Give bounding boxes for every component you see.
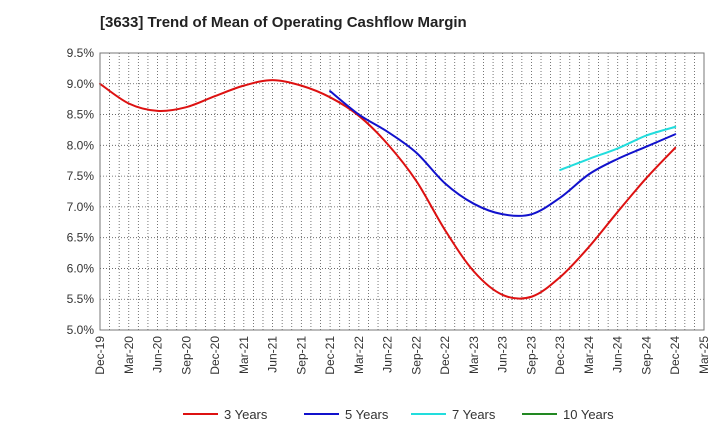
legend-label-10-years: 10 Years [563,407,614,422]
y-tick-label: 9.5% [67,46,95,60]
y-tick-label: 8.0% [67,138,95,152]
series-lines [99,79,677,300]
x-tick-label: Dec-23 [553,336,567,375]
legend-label-3-years: 3 Years [224,407,268,422]
x-tick-label: Mar-25 [697,336,711,374]
x-tick-label: Dec-21 [323,336,337,375]
x-tick-label: Sep-20 [179,336,193,375]
x-tick-label: Mar-21 [237,336,251,374]
axes: 5.0% 5.5% 6.0% 6.5% 7.0% 7.5% 8.0% 8.5% 9.0% 9.5%… [67,46,711,375]
x-tick-label: Dec-19 [93,336,107,375]
x-tick-label: Dec-22 [438,336,452,375]
x-tick-label: Mar-22 [352,336,366,374]
x-tick-label: Sep-23 [524,336,538,375]
x-tick-label: Sep-22 [409,336,423,375]
legend-label-5-years: 5 Years [345,407,389,422]
x-tick-label: Jun-24 [611,336,625,373]
plot-border [99,52,705,331]
y-tick-label: 6.0% [67,261,95,275]
legend-label-7-years: 7 Years [452,407,496,422]
x-tick-label: Dec-20 [208,336,222,375]
x-tick-label: Jun-20 [151,336,165,373]
y-tick-label: 7.5% [67,169,95,183]
chart-title: [3633] Trend of Mean of Operating Cashfl… [100,14,467,31]
x-tick-label: Mar-20 [122,336,136,374]
grid [100,52,704,331]
series-line-7-years [559,125,677,171]
y-tick-label: 9.0% [67,77,95,91]
y-tick-label: 5.5% [67,292,95,306]
series-line-3-years [99,79,677,300]
y-tick-label: 7.0% [67,200,95,214]
x-tick-label: Mar-24 [582,336,596,374]
x-tick-label: Mar-23 [467,336,481,374]
x-tick-label: Jun-21 [266,336,280,373]
x-tick-label: Sep-24 [639,336,653,375]
x-tick-label: Jun-22 [381,336,395,373]
y-tick-label: 8.5% [67,108,95,122]
series-line-5-years [329,90,677,217]
x-tick-label: Jun-23 [496,336,510,373]
legend: 3 Years 5 Years 7 Years 10 Years [183,407,614,422]
x-tick-label: Dec-24 [668,336,682,375]
y-tick-label: 6.5% [67,231,95,245]
x-tick-label: Sep-21 [294,336,308,375]
y-tick-label: 5.0% [67,323,95,337]
